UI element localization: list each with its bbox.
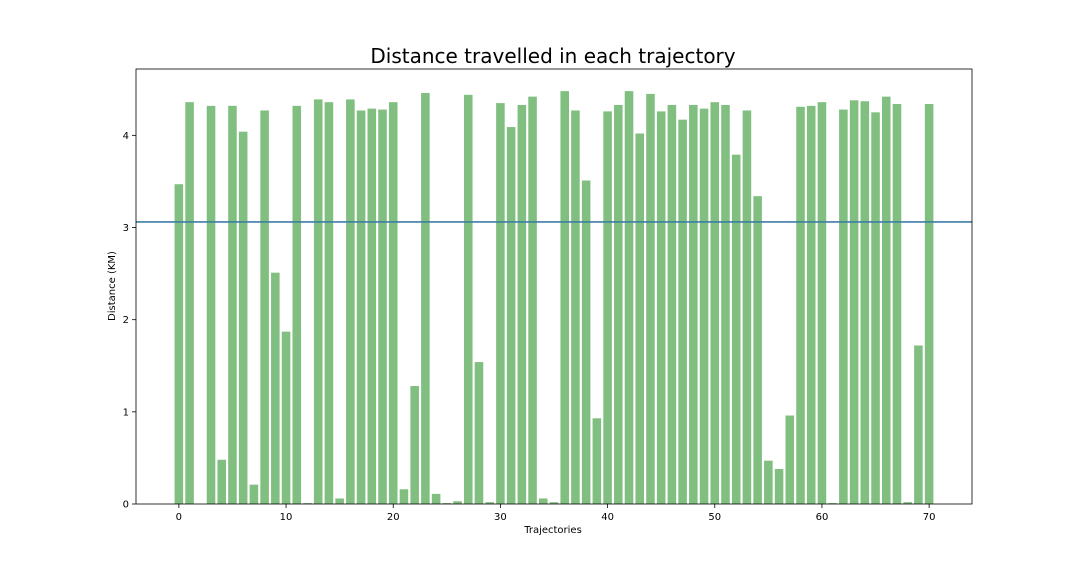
bar-37 — [571, 110, 580, 504]
bar-40 — [603, 111, 612, 504]
bar-38 — [581, 180, 591, 504]
y-tick-label: 2 — [123, 315, 129, 326]
bar-65 — [871, 112, 880, 504]
bar-48 — [689, 104, 698, 504]
x-tick-label: 40 — [601, 512, 614, 523]
bar-55 — [764, 460, 773, 504]
bar-7 — [249, 484, 259, 504]
bar-68 — [903, 502, 912, 504]
bar-49 — [699, 108, 709, 504]
bar-59 — [806, 105, 816, 505]
plot-frame — [135, 68, 973, 505]
bar-9 — [271, 272, 280, 504]
bar-22 — [410, 386, 419, 504]
bar-25 — [442, 503, 452, 504]
bar-3 — [206, 105, 216, 505]
x-axis-ticks: 0 10 20 30 40 50 60 70 — [176, 504, 936, 523]
bar-30 — [496, 103, 505, 504]
x-tick-label: 60 — [816, 512, 829, 523]
bar-11 — [292, 105, 302, 505]
bar-24 — [431, 493, 441, 504]
bar-28 — [474, 362, 484, 504]
bar-54 — [753, 196, 762, 504]
bar-70 — [924, 104, 934, 505]
bar-15 — [335, 498, 344, 504]
bar-64 — [860, 101, 870, 504]
bar-43 — [635, 133, 645, 504]
bar-56 — [774, 468, 784, 504]
bar-4 — [217, 459, 227, 504]
bar-45 — [656, 111, 666, 504]
bar-63 — [849, 100, 859, 504]
y-tick-label: 1 — [123, 407, 129, 418]
bar-39 — [592, 418, 602, 504]
bar-35 — [549, 502, 559, 504]
bar-46 — [667, 104, 677, 504]
bar-61 — [828, 503, 837, 504]
x-tick-label: 10 — [280, 512, 293, 523]
y-axis-label: Distance (KM) — [107, 251, 118, 321]
y-tick-label: 3 — [123, 223, 129, 234]
bar-8 — [260, 110, 269, 504]
y-axis-ticks: 0 1 2 3 4 — [123, 131, 136, 511]
bar-6 — [238, 131, 248, 505]
bar-50 — [710, 102, 720, 505]
bar-62 — [839, 109, 848, 505]
x-tick-label: 20 — [387, 512, 400, 523]
chart-title: Distance travelled in each trajectory — [370, 44, 735, 68]
x-tick-label: 50 — [708, 512, 721, 523]
bar-5 — [228, 105, 237, 505]
bar-23 — [421, 92, 430, 505]
bar-14 — [324, 102, 334, 505]
x-tick-label: 0 — [176, 512, 182, 523]
bar-58 — [796, 106, 805, 504]
bar-27 — [463, 94, 473, 504]
bar-66 — [881, 96, 891, 505]
bars-layer — [174, 91, 934, 505]
x-tick-label: 70 — [923, 512, 936, 523]
bar-16 — [346, 99, 355, 504]
bar-36 — [560, 91, 569, 505]
bar-1 — [185, 102, 194, 505]
bar-20 — [388, 102, 398, 505]
x-axis-label: Trajectories — [523, 525, 582, 536]
bar-10 — [281, 331, 291, 504]
bar-32 — [517, 104, 527, 504]
bar-51 — [721, 104, 730, 504]
bar-53 — [742, 110, 752, 504]
bar-34 — [538, 498, 548, 504]
y-tick-label: 0 — [123, 500, 129, 511]
bar-13 — [313, 99, 323, 504]
bar-26 — [453, 501, 462, 504]
bar-31 — [506, 127, 516, 504]
bar-60 — [817, 102, 827, 505]
bar-0 — [174, 184, 184, 504]
bar-21 — [399, 489, 409, 504]
bar-19 — [378, 109, 387, 505]
bar-67 — [892, 104, 902, 505]
bar-33 — [528, 96, 537, 505]
bar-12 — [303, 503, 312, 504]
bar-69 — [914, 345, 923, 504]
bar-42 — [624, 91, 634, 505]
bar-52 — [731, 154, 741, 504]
bar-57 — [785, 415, 795, 504]
bar-29 — [485, 502, 494, 504]
bar-44 — [646, 93, 655, 504]
bar-47 — [678, 119, 687, 504]
x-tick-label: 30 — [494, 512, 507, 523]
bar-17 — [356, 110, 366, 504]
y-tick-label: 4 — [123, 131, 129, 142]
bar-41 — [614, 104, 623, 504]
bar-18 — [367, 108, 377, 504]
